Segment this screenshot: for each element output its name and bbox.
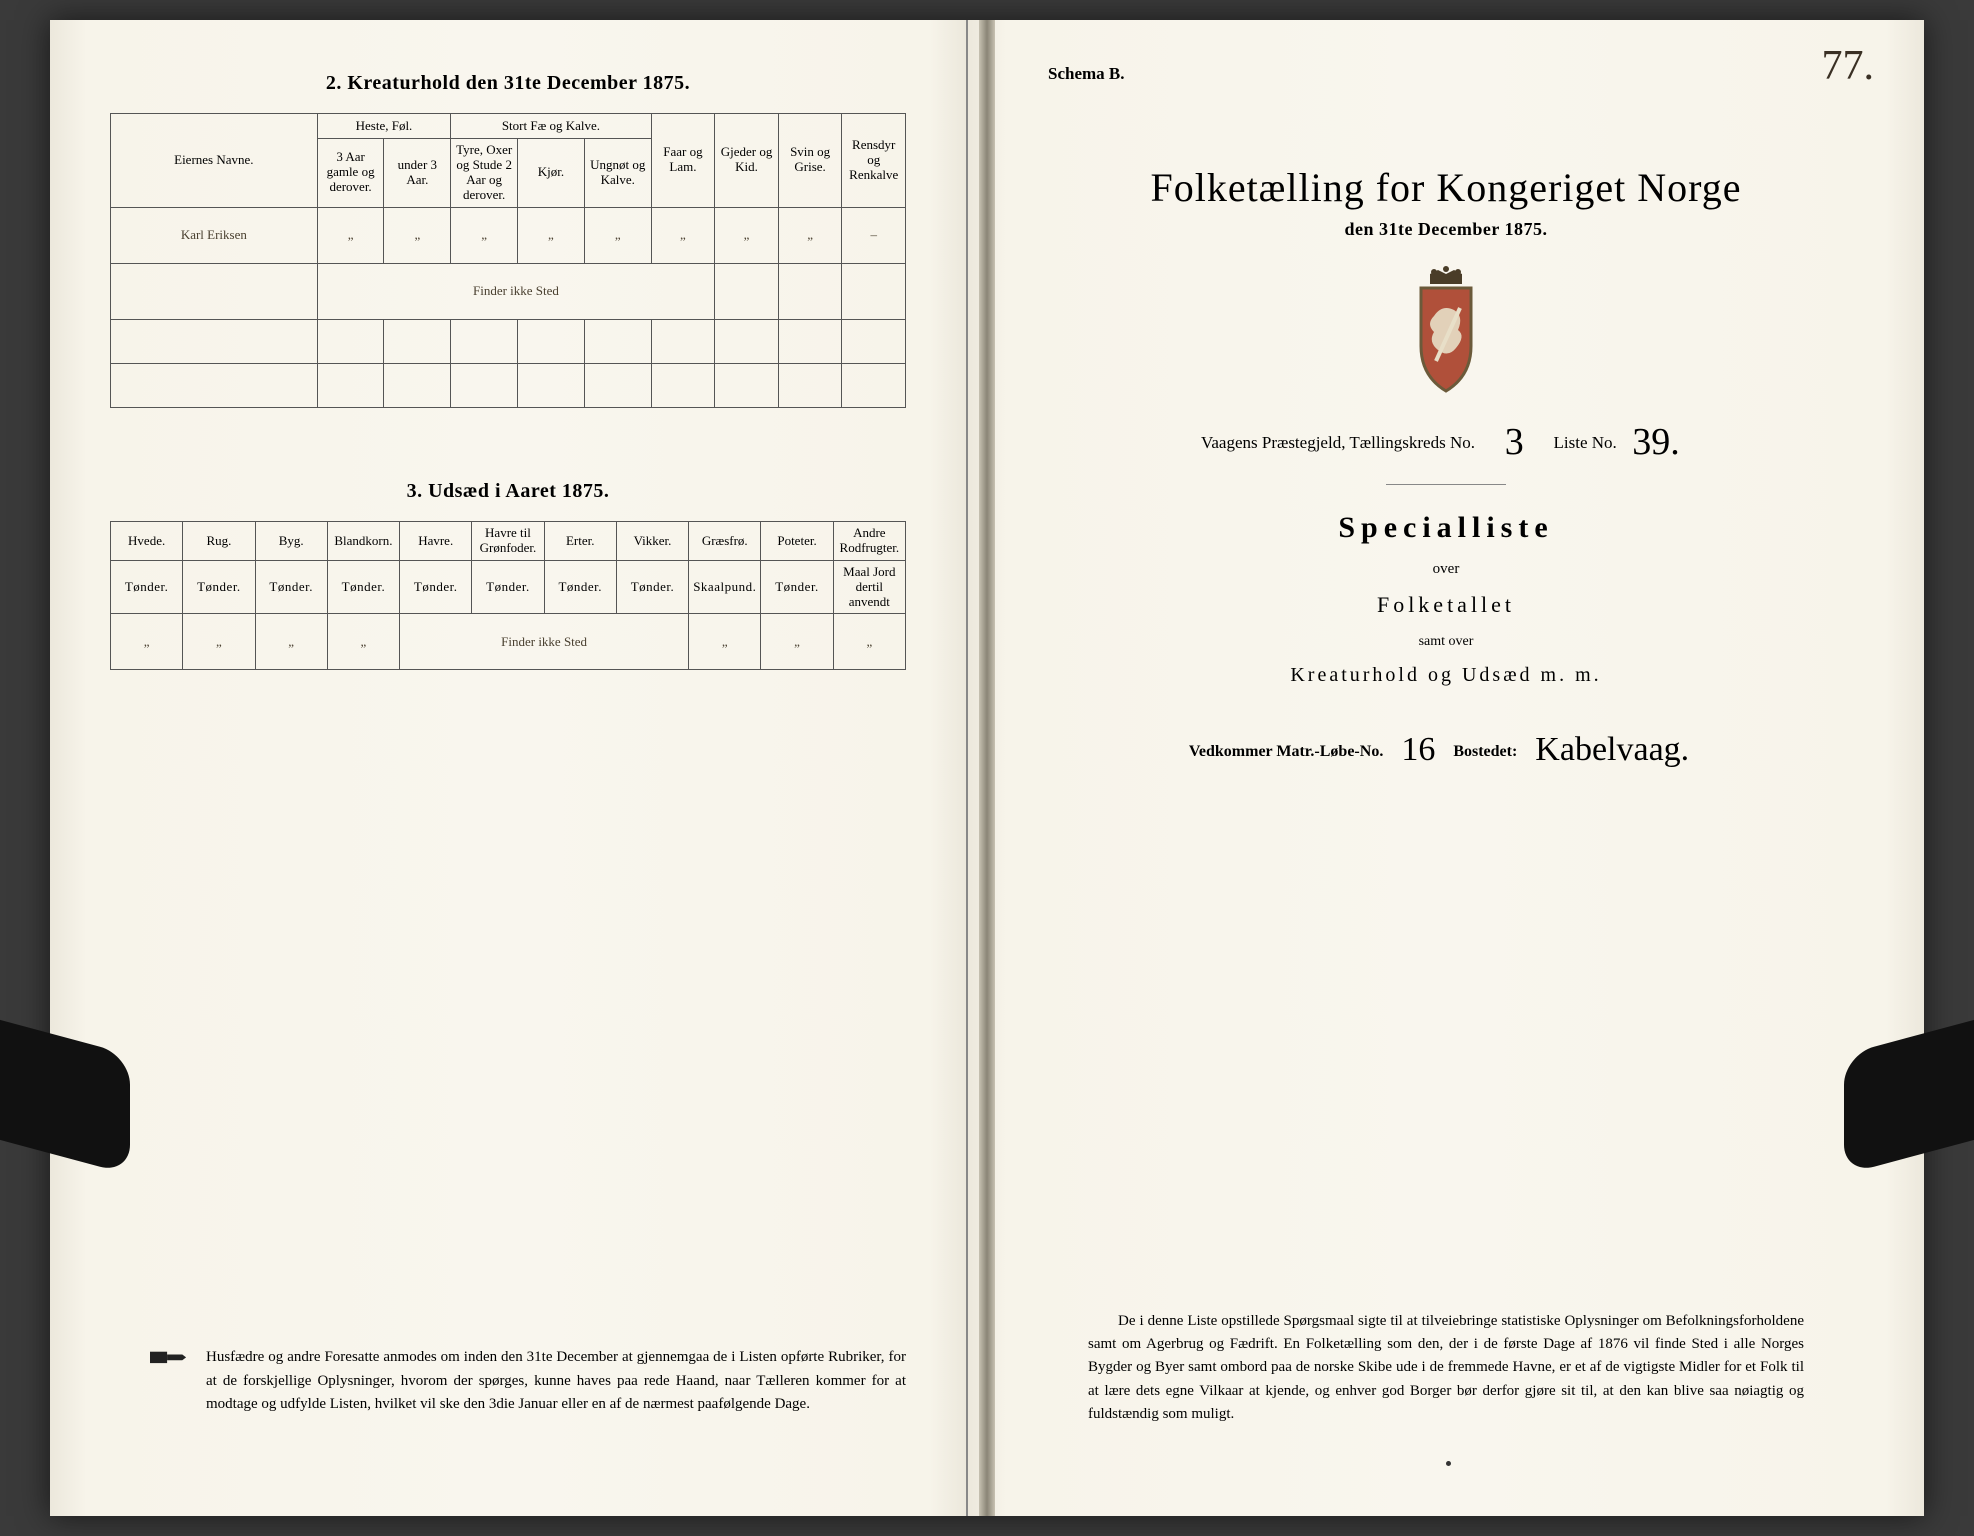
kreatur-table: Eiernes Navne. Heste, Føl. Stort Fæ og K… — [110, 113, 906, 408]
th-gjeder: Gjeder og Kid. — [715, 114, 779, 208]
left-page: 2. Kreaturhold den 31te December 1875. E… — [50, 20, 968, 1516]
owner-name: Karl Eriksen — [111, 207, 318, 263]
udsaed-headers: Hvede. Rug. Byg. Blandkorn. Havre. Havre… — [111, 521, 906, 560]
main-title: Folketælling for Kongeriget Norge — [1048, 164, 1844, 211]
liste-label: Liste No. — [1554, 433, 1617, 452]
book-spine — [979, 20, 995, 1516]
th-rug: Rug. — [183, 521, 255, 560]
matr-line: Vedkommer Matr.-Løbe-No. 16 Bostedet: Ka… — [1048, 727, 1844, 765]
th-heste: Heste, Føl. — [317, 114, 451, 139]
footnote-block: Husfædre og andre Foresatte anmodes om i… — [150, 1346, 906, 1416]
parish-prefix: Vaagens Præstegjeld, Tællingskreds No. — [1201, 433, 1475, 452]
th-havre: Havre. — [400, 521, 472, 560]
parish-line: Vaagens Præstegjeld, Tællingskreds No. 3… — [1048, 414, 1844, 458]
pointing-hand-icon — [150, 1346, 188, 1369]
kreaturhold-label: Kreaturhold og Udsæd m. m. — [1048, 664, 1844, 687]
th-erter: Erter. — [544, 521, 616, 560]
th-heste-b: under 3 Aar. — [384, 139, 451, 208]
th-ren: Rensdyr og Renkalve — [842, 114, 906, 208]
udsaed-note: Finder ikke Sted — [400, 614, 689, 670]
th-stort: Stort Fæ og Kalve. — [451, 114, 651, 139]
th-poteter: Poteter. — [761, 521, 833, 560]
footnote-text: Husfædre og andre Foresatte anmodes om i… — [206, 1346, 906, 1416]
krets-no: 3 — [1479, 420, 1549, 464]
kreatur-row-1: Karl Eriksen „„„„ „„„„ – — [111, 207, 906, 263]
over-label: over — [1048, 561, 1844, 578]
th-hvede: Hvede. — [111, 521, 183, 560]
udsaed-units: Tønder. Tønder. Tønder. Tønder. Tønder. … — [111, 560, 906, 614]
divider-icon — [1386, 484, 1506, 485]
section-2-title: 2. Kreaturhold den 31te December 1875. — [110, 72, 906, 95]
dot-icon — [1446, 1461, 1451, 1466]
bottom-paragraph: De i denne Liste opstillede Spørgsmaal s… — [1088, 1310, 1804, 1426]
th-stort-a: Tyre, Oxer og Stude 2 Aar og derover. — [451, 139, 518, 208]
matr-no: 16 — [1387, 731, 1449, 768]
th-vikker: Vikker. — [616, 521, 688, 560]
th-stort-c: Ungnøt og Kalve. — [584, 139, 651, 208]
samt-over-label: samt over — [1048, 634, 1844, 650]
right-page: Schema B. 77. Folketælling for Kongerige… — [968, 20, 1924, 1516]
udsaed-row: „„„„ Finder ikke Sted „„„ — [111, 614, 906, 670]
schema-label: Schema B. — [1048, 64, 1844, 84]
liste-no: 39. — [1621, 420, 1691, 464]
bosted-value: Kabelvaag. — [1521, 731, 1703, 768]
th-svin: Svin og Grise. — [778, 114, 842, 208]
th-graes: Græsfrø. — [689, 521, 761, 560]
th-heste-a: 3 Aar gamle og derover. — [317, 139, 384, 208]
sub-date: den 31te December 1875. — [1048, 219, 1844, 240]
book-spread: 2. Kreaturhold den 31te December 1875. E… — [50, 20, 1924, 1516]
kreatur-note: Finder ikke Sted — [317, 263, 715, 319]
th-faar: Faar og Lam. — [651, 114, 715, 208]
th-rod: Andre Rodfrugter. — [833, 521, 905, 560]
section-3-title: 3. Udsæd i Aaret 1875. — [110, 480, 906, 503]
bosted-label: Bostedet: — [1453, 743, 1517, 760]
specialliste-title: Specialliste — [1048, 511, 1844, 545]
page-number: 77. — [1822, 42, 1875, 90]
th-stort-b: Kjør. — [518, 139, 585, 208]
coat-of-arms-icon — [1396, 266, 1496, 396]
folketallet-label: Folketallet — [1048, 592, 1844, 618]
th-havre-gron: Havre til Grønfoder. — [472, 521, 544, 560]
udsaed-table: Hvede. Rug. Byg. Blandkorn. Havre. Havre… — [110, 521, 906, 671]
th-eier: Eiernes Navne. — [111, 114, 318, 208]
matr-label: Vedkommer Matr.-Løbe-No. — [1189, 743, 1384, 760]
th-byg: Byg. — [255, 521, 327, 560]
th-bland: Blandkorn. — [327, 521, 399, 560]
kreatur-row-2: Finder ikke Sted — [111, 263, 906, 319]
